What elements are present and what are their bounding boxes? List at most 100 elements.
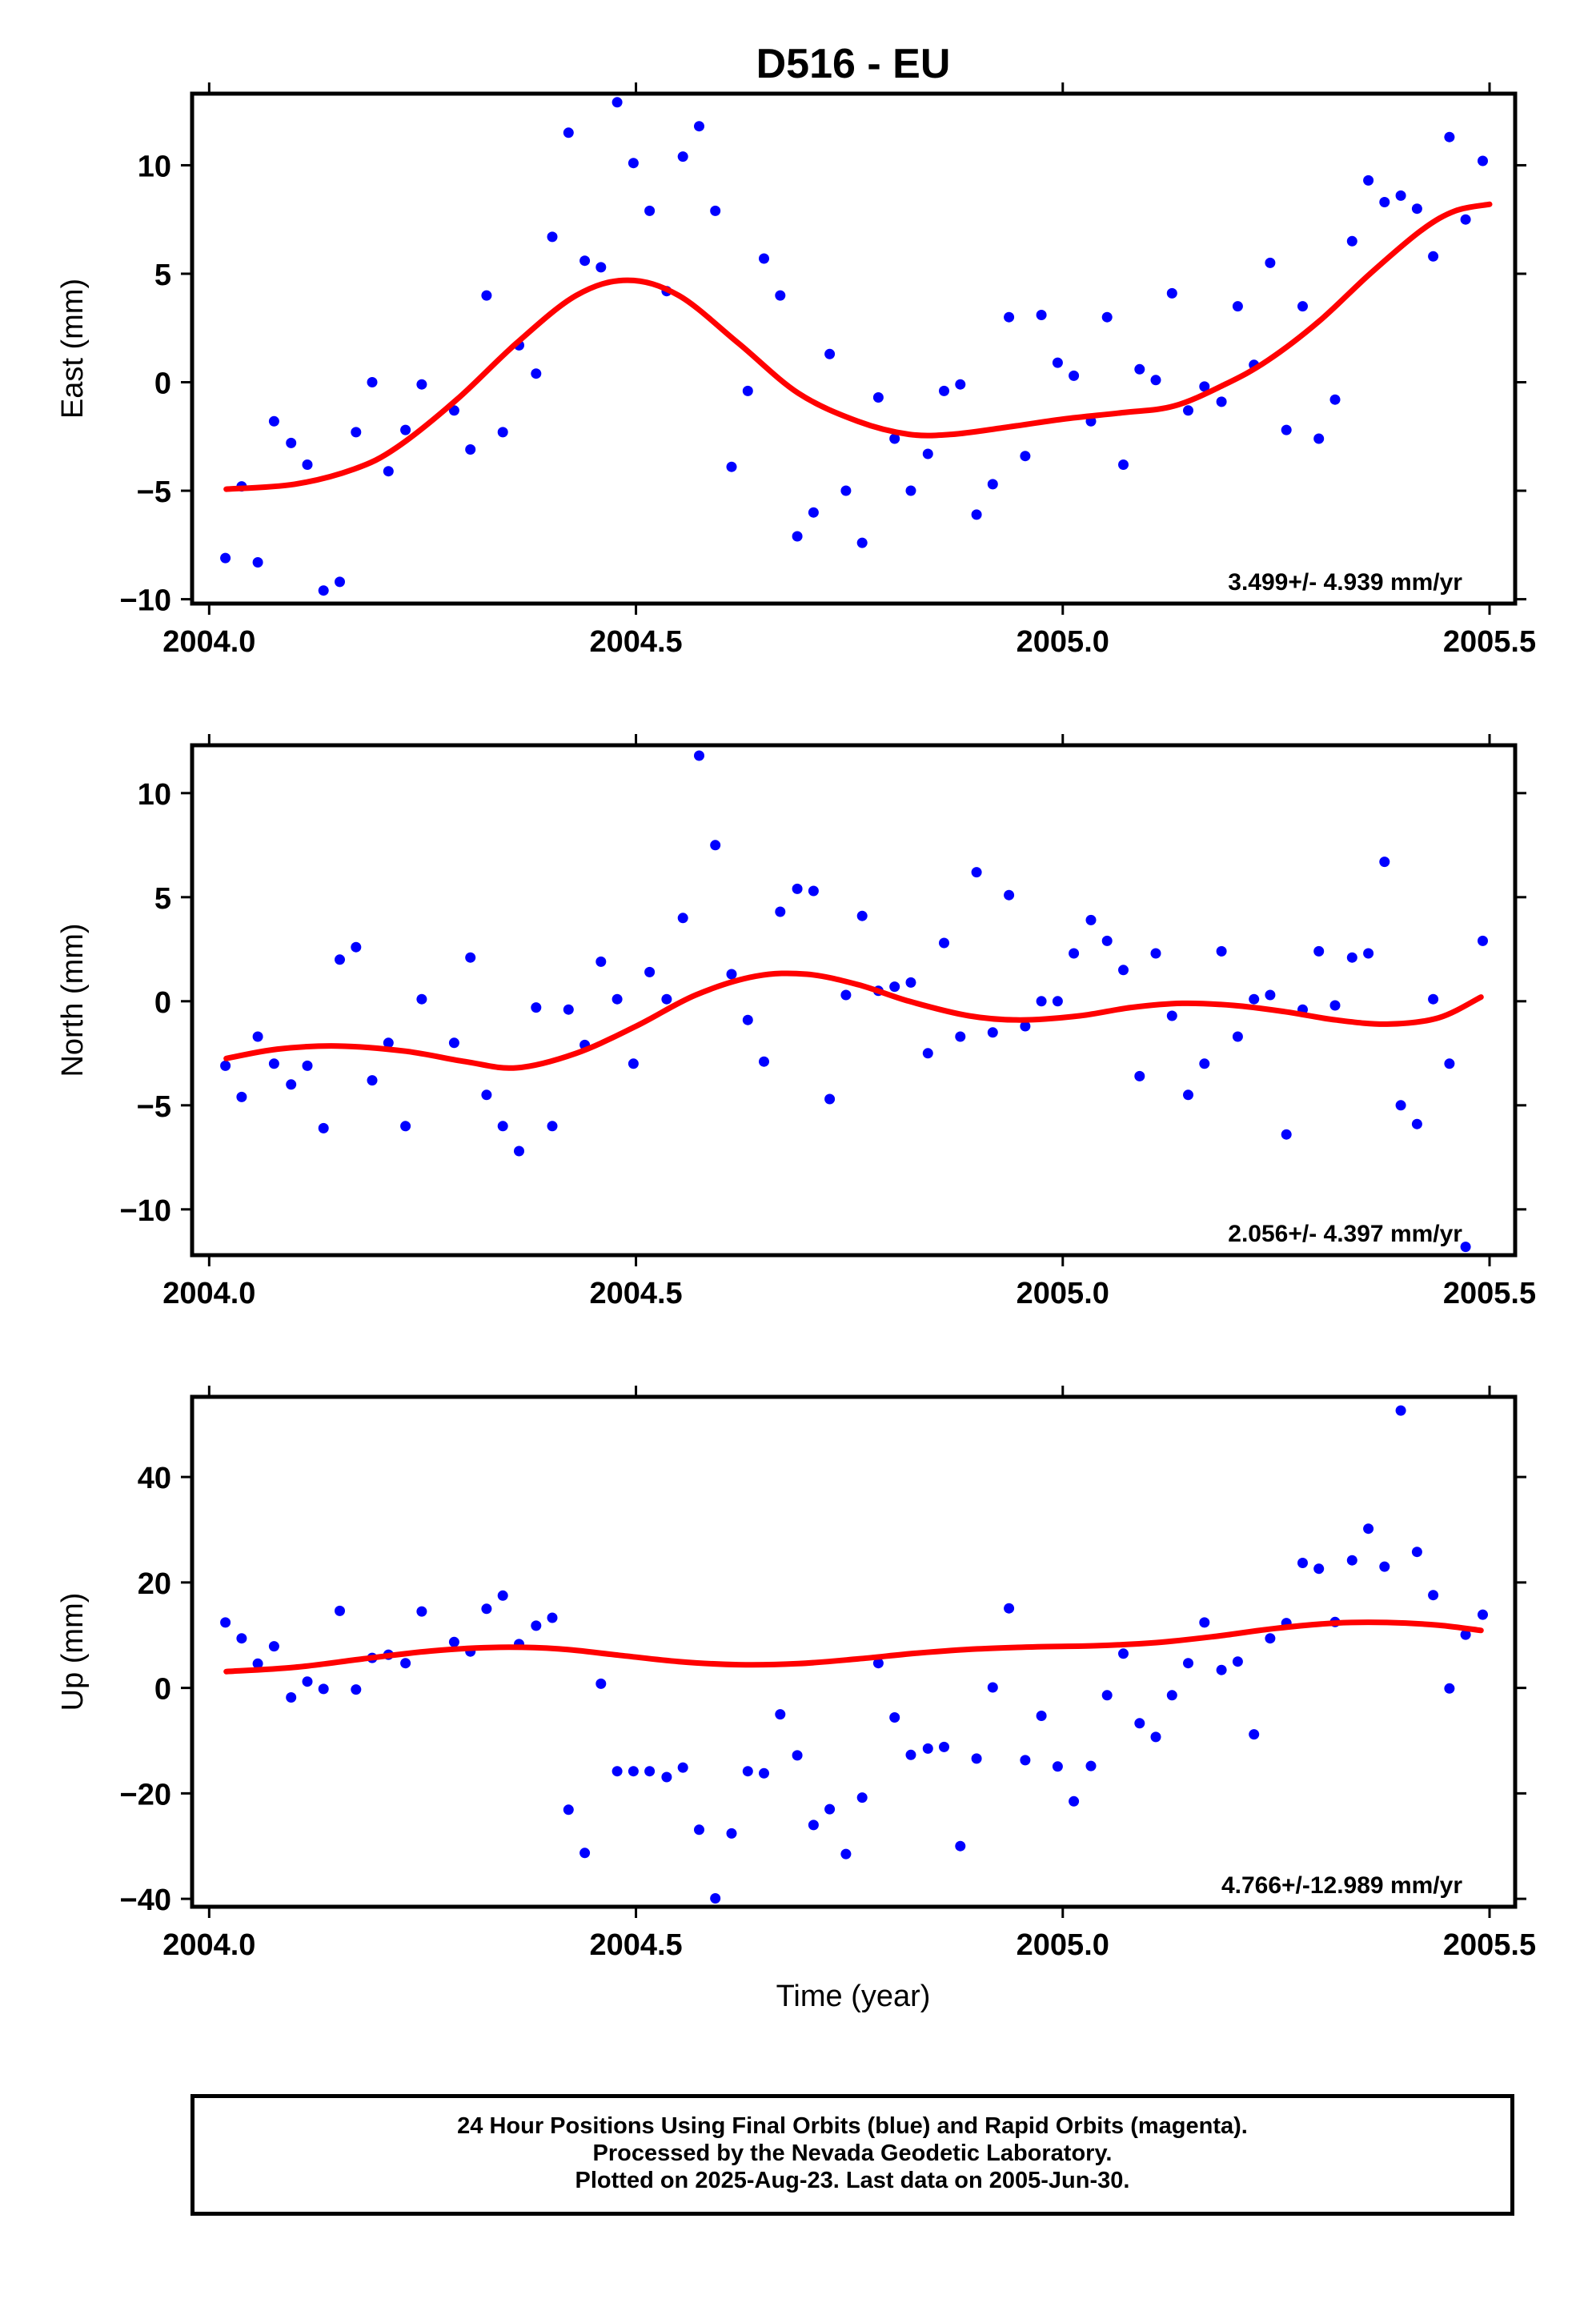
up-data-point xyxy=(531,1620,542,1631)
north-data-point xyxy=(1004,889,1015,901)
east-data-point xyxy=(742,385,753,396)
east-fit-curve xyxy=(223,201,1493,492)
east-data-point xyxy=(628,158,639,169)
north-data-point xyxy=(628,1058,639,1069)
north-data-point xyxy=(1460,1242,1471,1253)
up-data-point xyxy=(416,1606,427,1617)
up-data-point xyxy=(922,1743,933,1754)
east-data-point xyxy=(726,461,737,472)
north-data-point xyxy=(1069,948,1080,959)
up-data-point xyxy=(1183,1658,1193,1669)
up-data-point xyxy=(759,1767,769,1779)
north-panel: 2004.0 2004.5 2005.0 2005.5 −10 −5 0 5 10 North (… xyxy=(56,734,1536,1310)
footer-line-1: 24 Hour Positions Using Final Orbits (bl… xyxy=(457,2113,1248,2139)
north-x-tick-label: 2005.0 xyxy=(1017,1277,1109,1310)
up-data-point xyxy=(856,1792,868,1803)
east-data-point xyxy=(922,448,933,459)
east-data-point xyxy=(775,290,786,301)
east-data-point xyxy=(1232,301,1243,312)
east-data-point xyxy=(1411,203,1422,215)
up-data-point xyxy=(547,1612,558,1623)
north-y-tick-label: 0 xyxy=(154,986,171,1020)
footer-line-2: Processed by the Nevada Geodetic Laborat… xyxy=(592,2140,1113,2166)
east-x-tick-label: 2004.5 xyxy=(589,625,682,659)
up-data-point xyxy=(220,1617,231,1628)
north-data-point xyxy=(1183,1089,1193,1101)
east-y-axis-label: East (mm) xyxy=(56,279,90,419)
up-x-tick-label: 2004.0 xyxy=(162,1928,255,1962)
north-data-point xyxy=(383,1037,394,1049)
up-data-point xyxy=(872,1658,884,1669)
east-y-tick-label: 10 xyxy=(138,150,171,183)
up-data-point xyxy=(1363,1523,1374,1535)
north-data-point xyxy=(1052,996,1063,1007)
east-data-point xyxy=(531,368,542,379)
up-y-tick-label: −20 xyxy=(120,1778,171,1811)
east-data-point xyxy=(1313,433,1325,444)
up-data-point xyxy=(694,1824,704,1836)
north-data-point xyxy=(1216,945,1227,957)
up-plot-frame xyxy=(190,1394,1518,1909)
north-plot-frame xyxy=(190,743,1518,1258)
north-data-point xyxy=(1379,857,1390,868)
up-data-point xyxy=(677,1762,688,1773)
up-data-point xyxy=(1150,1731,1161,1743)
up-data-point xyxy=(710,1893,721,1904)
north-data-point xyxy=(1428,993,1439,1005)
east-y-tick-label: 5 xyxy=(154,259,171,292)
north-data-point xyxy=(612,993,623,1005)
east-data-point xyxy=(1216,396,1227,407)
east-data-point xyxy=(1004,311,1015,323)
north-data-point xyxy=(1395,1100,1406,1111)
footer-line-3: Plotted on 2025-Aug-23. Last data on 200… xyxy=(575,2168,1130,2193)
north-data-point xyxy=(514,1145,524,1157)
north-data-point xyxy=(1036,996,1047,1007)
up-data-point xyxy=(1346,1555,1357,1566)
north-data-point xyxy=(742,1014,753,1025)
north-y-tick-label: −5 xyxy=(137,1090,171,1124)
up-data-point xyxy=(236,1633,247,1644)
east-y-tick-label: −5 xyxy=(137,475,171,509)
north-data-point xyxy=(1478,935,1488,946)
up-data-point xyxy=(808,1819,819,1831)
east-panel: 2004.0 2004.5 2005.0 2005.5 −10 −5 0 5 10 East (m… xyxy=(56,82,1536,659)
east-x-tick-label: 2004.0 xyxy=(162,625,255,659)
up-y-tick-label: 20 xyxy=(138,1567,171,1601)
north-data-point xyxy=(252,1031,263,1042)
east-data-point xyxy=(1460,214,1471,225)
up-data-point xyxy=(595,1678,607,1689)
east-data-point xyxy=(1020,451,1031,462)
east-data-point xyxy=(335,576,345,588)
up-data-point xyxy=(955,1840,966,1852)
east-data-point xyxy=(1118,459,1129,470)
up-data-point xyxy=(939,1741,949,1752)
up-data-point xyxy=(1411,1547,1422,1558)
east-data-point xyxy=(1281,424,1292,435)
up-data-point xyxy=(1069,1795,1080,1807)
up-data-point xyxy=(318,1683,329,1695)
up-data-point xyxy=(1265,1633,1276,1644)
east-data-point xyxy=(694,121,704,132)
north-data-point xyxy=(497,1121,508,1132)
east-data-point xyxy=(840,485,852,496)
north-data-point xyxy=(987,1027,998,1038)
north-data-point xyxy=(824,1093,836,1105)
east-data-point xyxy=(677,151,688,162)
north-data-point xyxy=(1020,1021,1031,1032)
east-data-point xyxy=(710,205,721,216)
up-data-point xyxy=(351,1684,362,1695)
east-data-point xyxy=(252,557,263,568)
up-data-point xyxy=(1118,1648,1129,1659)
north-data-point xyxy=(1444,1058,1455,1069)
up-data-point xyxy=(1216,1664,1227,1675)
east-data-point xyxy=(1478,155,1488,167)
north-data-point xyxy=(335,954,345,965)
up-data-point xyxy=(824,1803,836,1815)
east-data-point xyxy=(220,552,231,564)
north-data-point xyxy=(1085,914,1097,925)
east-data-point xyxy=(595,262,607,273)
north-data-point xyxy=(939,937,949,949)
up-data-point xyxy=(1428,1590,1439,1601)
up-data-point xyxy=(579,1848,591,1859)
